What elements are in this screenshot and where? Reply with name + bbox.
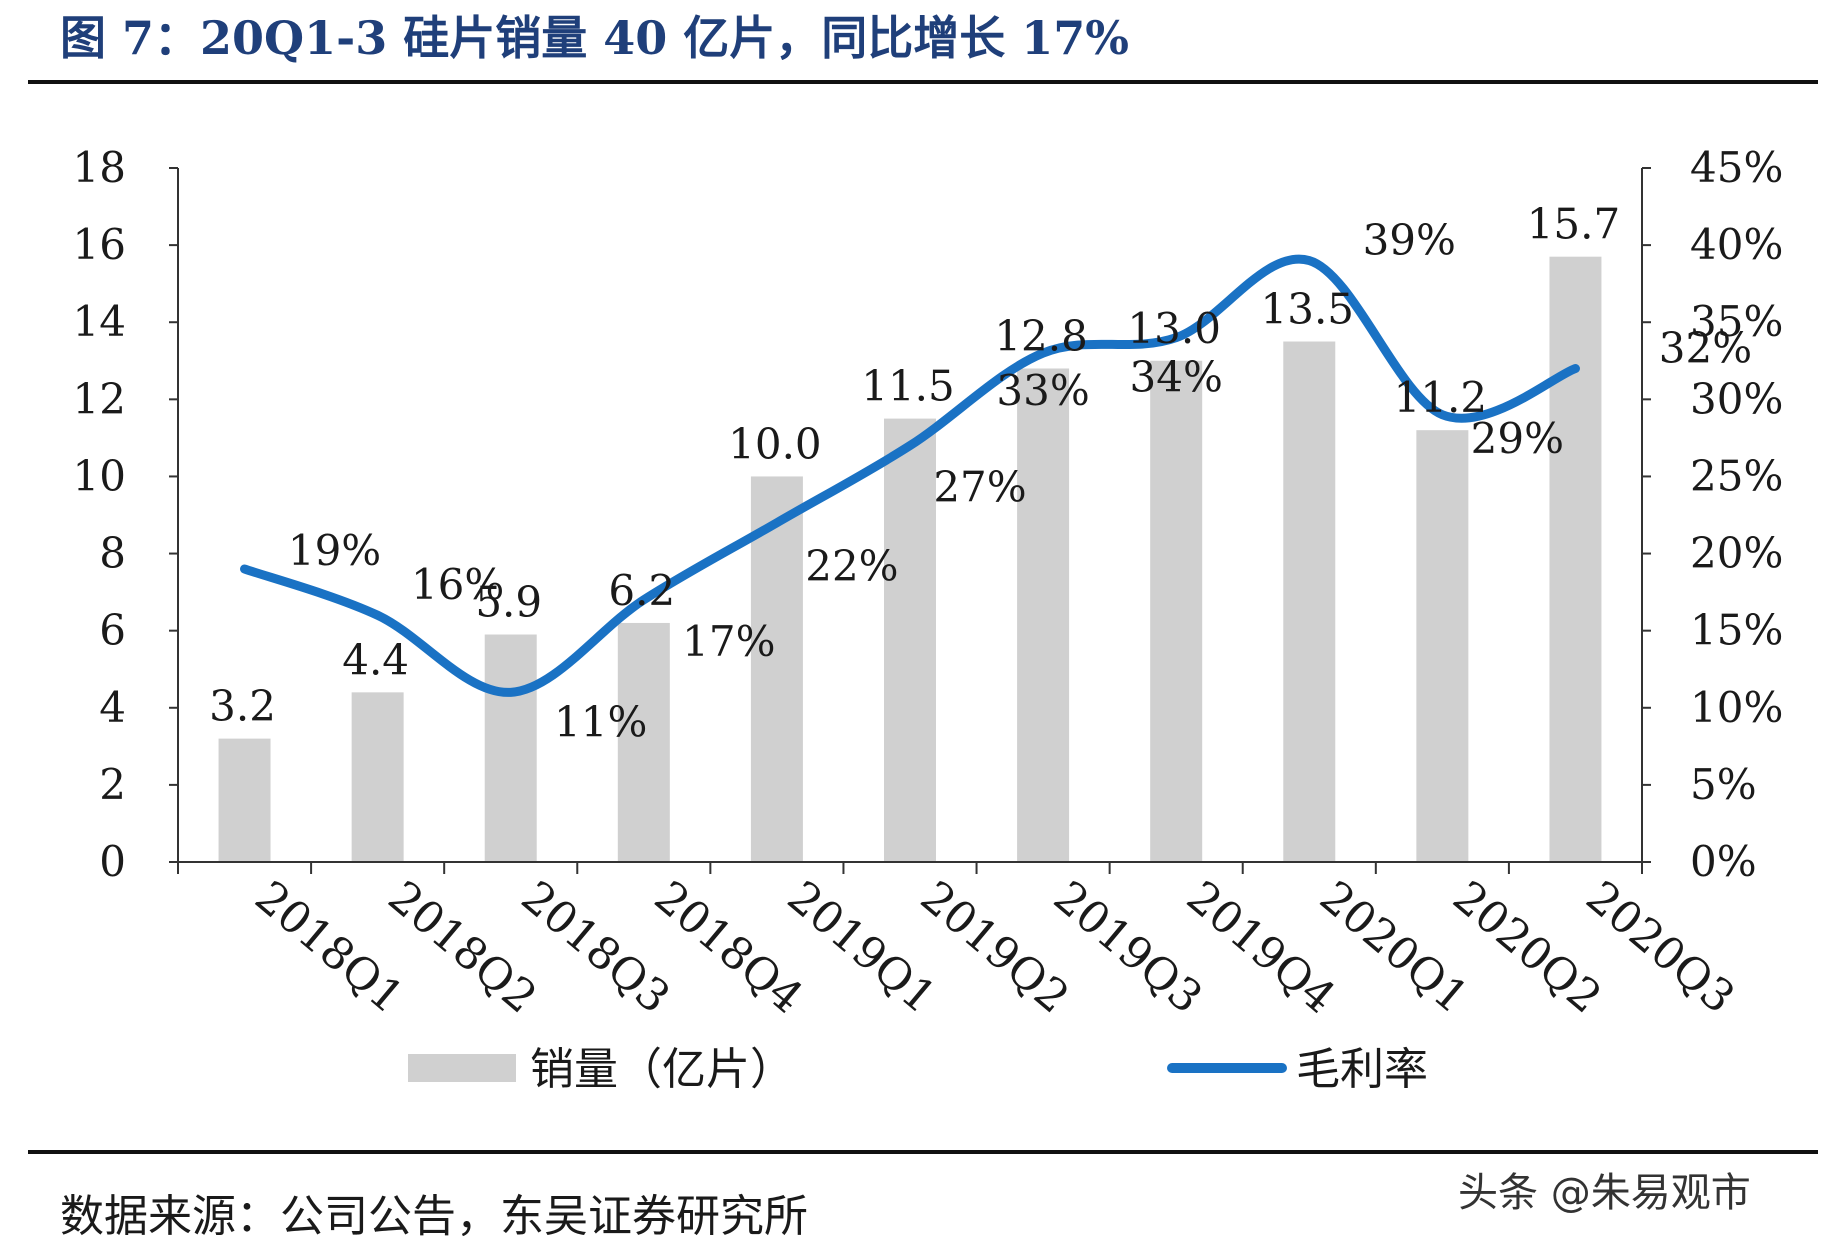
line-point-2019Q2: [909, 444, 911, 447]
line-data-label: 29%: [1471, 414, 1564, 463]
bar-data-labels: 3.2 4.4 5.9 6.2 10.0 11.5 12.8 13.0 13.5 11.2 15.7: [209, 200, 1620, 731]
bar-data-label: 6.2: [608, 566, 675, 615]
right-tick-label: 30%: [1690, 374, 1783, 423]
left-tick-label: 16: [73, 220, 126, 269]
bar-data-label: 11.2: [1394, 373, 1488, 422]
line-point-2018Q4: [642, 598, 645, 601]
x-tick-label: 2018Q1: [245, 871, 413, 1023]
x-tick-label: 2019Q4: [1177, 871, 1345, 1023]
line-point-2020Q3: [1574, 367, 1577, 370]
page-title: 图 7：20Q1-3 硅片销量 40 亿片，同比增长 17%: [60, 11, 1130, 65]
line-data-label: 39%: [1363, 216, 1456, 265]
line-data-label: 22%: [805, 542, 898, 591]
right-tick-label: 40%: [1690, 220, 1783, 269]
x-tick-label: 2018Q4: [645, 871, 813, 1023]
line-data-label: 32%: [1659, 323, 1752, 372]
bar-2018Q4: [617, 622, 670, 862]
bar-data-label: 10.0: [728, 419, 822, 468]
legend-label-sales: 销量（亿片）: [530, 1044, 794, 1095]
line-data-labels: 19% 16% 11% 17% 22% 27% 33% 34% 39% 29% 32%: [288, 216, 1752, 747]
line-point-2019Q1: [775, 521, 778, 524]
left-tick-label: 6: [99, 606, 126, 655]
line-point-2020Q2: [1441, 413, 1444, 416]
right-tick-label: 0%: [1690, 837, 1757, 886]
left-tick-label: 18: [73, 143, 126, 192]
line-data-label: 34%: [1130, 353, 1223, 402]
right-tick-label: 25%: [1690, 451, 1783, 500]
left-tick-label: 4: [99, 683, 126, 732]
bar-data-label: 4.4: [342, 635, 409, 684]
bar-2019Q2: [884, 418, 936, 862]
left-tick-label: 8: [99, 529, 126, 578]
line-data-label: 16%: [411, 560, 504, 609]
bar-data-label: 11.5: [861, 362, 955, 411]
left-tick-label: 10: [73, 451, 126, 500]
x-tick-label: 2019Q2: [911, 871, 1079, 1023]
bar-data-label: 13.5: [1261, 285, 1355, 334]
x-tick-label: 2018Q3: [512, 871, 680, 1023]
watermark: 头条 @朱易观市: [1458, 1170, 1751, 1216]
bar-data-label: 12.8: [994, 311, 1088, 360]
x-tick-label: 2020Q2: [1443, 871, 1611, 1023]
legend: 销量（亿片） 毛利率: [408, 1044, 1428, 1095]
source-note: 数据来源：公司公告，东吴证券研究所: [60, 1191, 808, 1242]
bar-2019Q1: [750, 476, 803, 862]
right-tick-label: 5%: [1690, 760, 1757, 809]
bar-2020Q2: [1416, 430, 1469, 862]
bar-2018Q1: [218, 738, 271, 862]
bar-2020Q3: [1549, 256, 1602, 863]
bar-data-label: 5.9: [475, 578, 542, 627]
line-point-2020Q1: [1308, 259, 1311, 262]
x-tick-label: 2020Q1: [1310, 871, 1478, 1023]
bar-2019Q3: [1017, 368, 1070, 862]
line-data-label: 33%: [996, 366, 1089, 415]
bar-series: [218, 256, 1602, 863]
right-tick-label: 15%: [1690, 606, 1783, 655]
right-tick-label: 10%: [1690, 683, 1783, 732]
x-tick-label: 2020Q3: [1576, 871, 1744, 1023]
bar-data-label: 15.7: [1527, 200, 1621, 249]
bar-data-label: 3.2: [209, 682, 276, 731]
line-point-2019Q3: [1042, 352, 1045, 355]
line-series: [240, 254, 1580, 697]
line-point-2018Q2: [376, 614, 379, 617]
line-point-2018Q1: [243, 567, 246, 570]
margin-line: [240, 254, 1580, 697]
x-tick-label: 2019Q1: [778, 871, 946, 1023]
left-tick-label: 12: [73, 374, 126, 423]
left-tick-label: 14: [73, 297, 126, 346]
bar-2018Q3: [484, 634, 537, 862]
x-tick-label: 2019Q3: [1044, 871, 1212, 1023]
line-point-2018Q3: [509, 691, 512, 694]
bottom-divider: [28, 1150, 1818, 1154]
right-tick-label: 35%: [1690, 297, 1783, 346]
right-tick-label: 45%: [1690, 143, 1783, 192]
bar-2019Q4: [1150, 360, 1203, 862]
legend-swatch-sales: [408, 1054, 516, 1082]
bar-2020Q1: [1283, 341, 1336, 862]
line-data-label: 11%: [554, 697, 647, 746]
left-tick-label: 2: [99, 760, 126, 809]
legend-label-margin: 毛利率: [1296, 1044, 1428, 1095]
bar-2018Q2: [351, 692, 404, 862]
top-divider: [28, 80, 1818, 84]
right-tick-label: 20%: [1690, 529, 1783, 578]
bar-data-label: 13.0: [1127, 304, 1221, 353]
line-data-label: 17%: [682, 617, 775, 666]
line-data-label: 27%: [933, 463, 1026, 512]
line-point-2019Q4: [1175, 336, 1178, 339]
left-tick-label: 0: [99, 837, 126, 886]
line-data-label: 19%: [288, 526, 381, 575]
x-tick-label: 2018Q2: [379, 871, 547, 1023]
